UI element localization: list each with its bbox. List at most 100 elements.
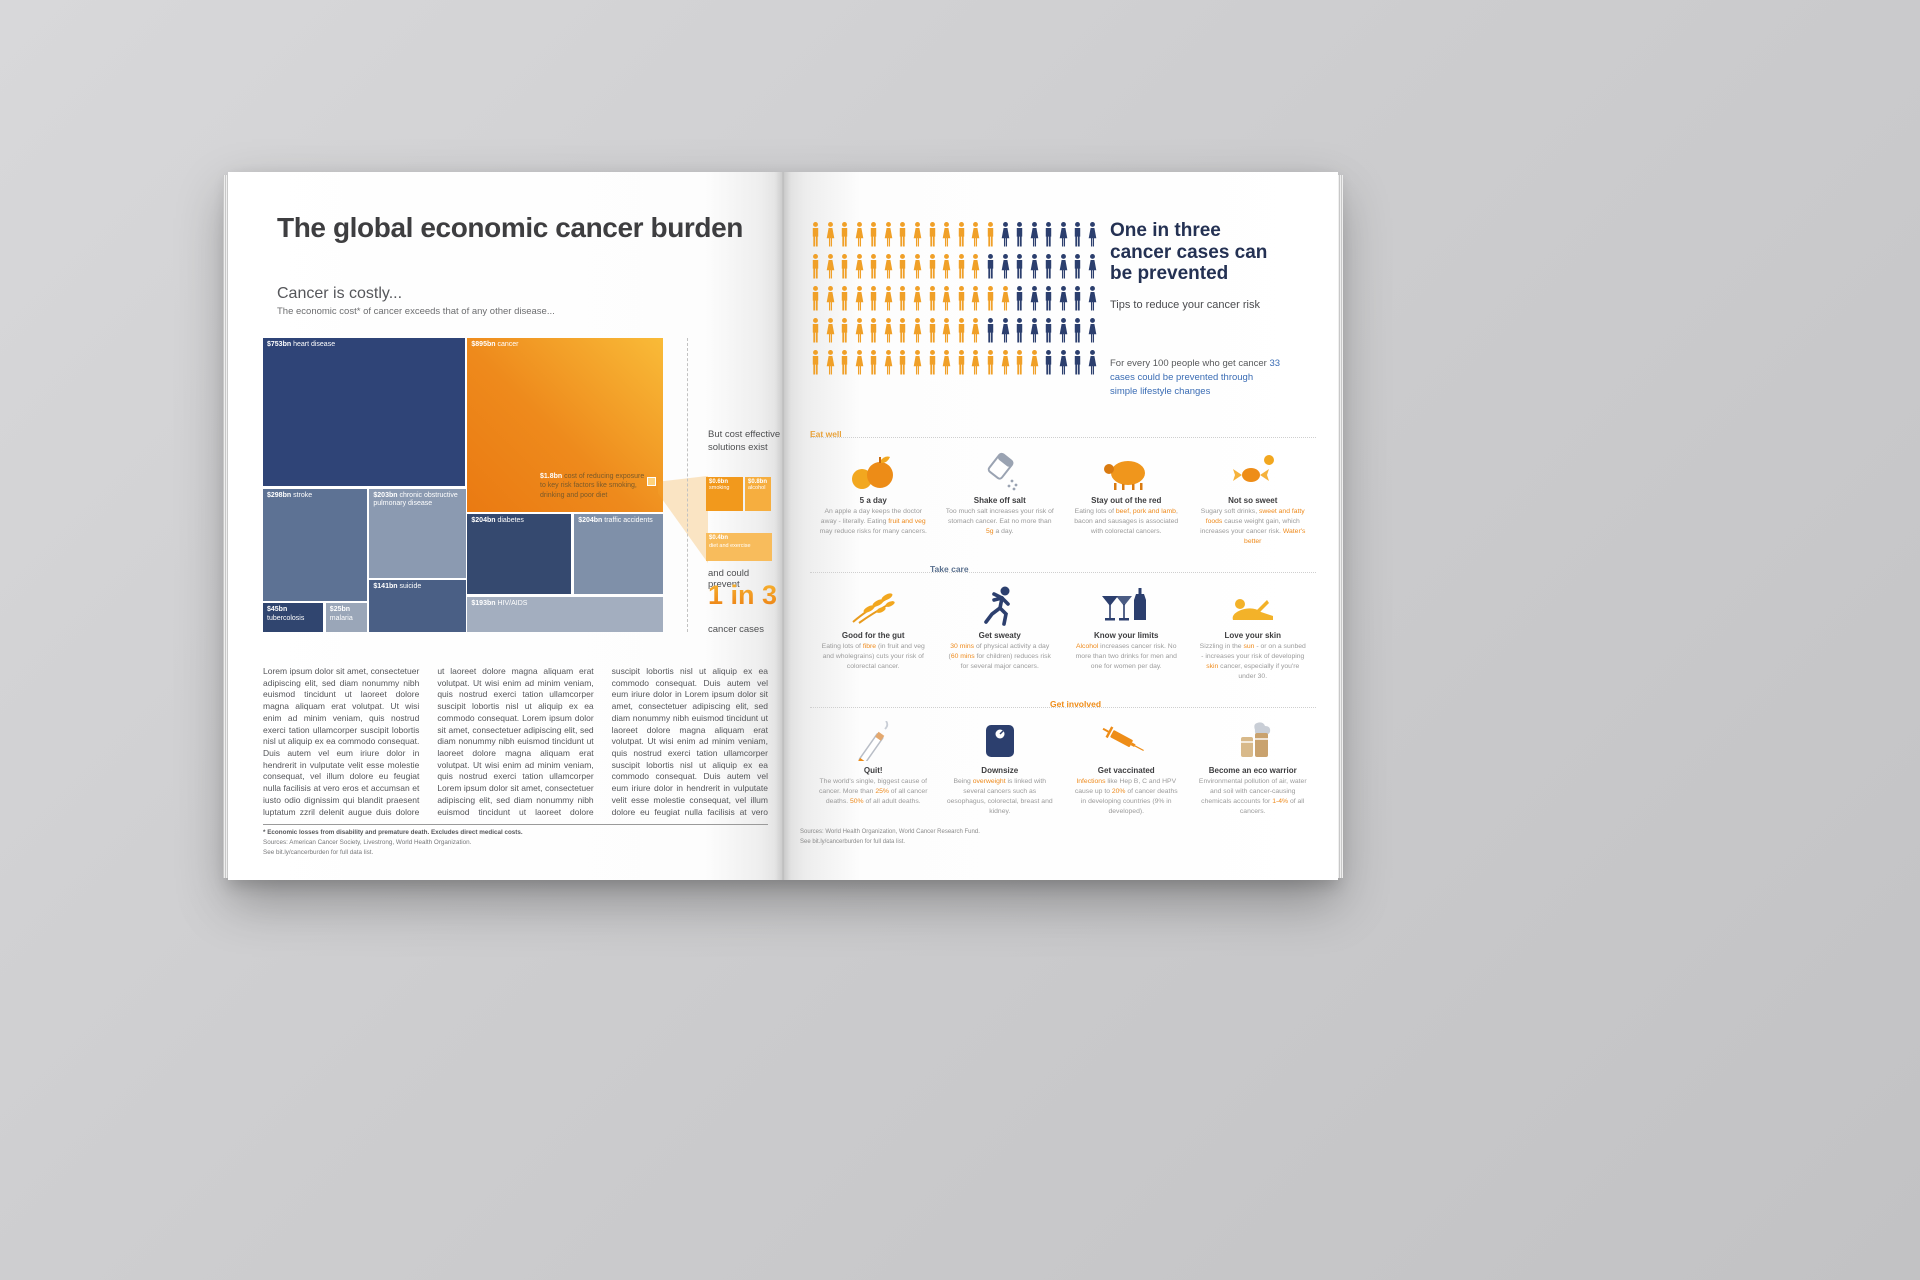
person-man-icon [868,254,879,279]
tip-item: Stay out of the red Eating lots of beef, … [1063,438,1190,549]
person-man-icon [985,254,996,279]
person-woman-icon [970,222,981,247]
treemap-block-chronic-obstructive-pulmonary-disease: $203bn chronic obstructive pulmonary dis… [369,488,467,578]
person-man-icon [810,286,821,311]
person-woman-icon [854,254,865,279]
person-woman-icon [1087,286,1098,311]
tip-section-get-involved: Get involved Quit! The world's single, big… [810,694,1316,819]
person-woman-icon [1087,350,1098,375]
pictogram-row [810,350,1098,375]
tip-item: Love your skin Sizzling in the sun - or o… [1190,573,1317,684]
one-in-three-stat: 1 in 3 [708,580,778,610]
treemap-block-suicide: $141bn suicide [369,580,467,632]
person-woman-icon [1058,254,1069,279]
person-man-icon [810,350,821,375]
person-woman-icon [970,286,981,311]
tip-title: Know your limits [1094,631,1159,640]
person-man-icon [956,350,967,375]
person-woman-icon [1000,350,1011,375]
person-man-icon [956,286,967,311]
person-man-icon [927,318,938,343]
cancer-cases-label: cancer cases [708,624,764,635]
person-man-icon [927,286,938,311]
divider-dashed [687,338,688,632]
person-man-icon [985,318,996,343]
person-man-icon [868,222,879,247]
tip-title: 5 a day [859,496,887,505]
person-man-icon [956,318,967,343]
person-woman-icon [1087,254,1098,279]
tip-title: Quit! [863,766,883,775]
person-man-icon [810,318,821,343]
tip-description: Being overweight is linked with several … [946,778,1053,815]
person-woman-icon [912,286,923,311]
box-value: $0.8bn [748,479,768,485]
person-woman-icon [883,318,894,343]
tip-description: Too much salt increases your risk of sto… [945,508,1054,535]
tip-item: Get sweaty 30 mins of physical activity a… [937,573,1064,684]
person-woman-icon [941,286,952,311]
tip-description: Eating lots of beef, pork and lamb, baco… [1074,508,1179,535]
person-woman-icon [1029,254,1040,279]
treemap-block-diabetes: $204bn diabetes [467,514,572,595]
fruit-icon [819,447,928,491]
tip-section-header: Eat well [810,424,1316,439]
person-man-icon [868,350,879,375]
person-woman-icon [1087,222,1098,247]
person-woman-icon [1058,286,1069,311]
prevent-lead: and could prevent [708,568,750,590]
tips-sections: Eat well 5 a day An apple a day keeps the … [810,424,1316,829]
intro-subheading: The economic cost* of cancer exceeds tha… [277,306,555,317]
person-woman-icon [912,254,923,279]
person-man-icon [897,254,908,279]
wheat-icon [819,582,928,626]
body-column: Lorem ipsum dolor sit amet, consectetuer… [263,666,420,817]
treemap-block-hiv-aids: $193bn HIV/AIDS [467,596,663,632]
tip-title: Stay out of the red [1091,496,1162,505]
tip-title: Downsize [981,766,1019,775]
right-page: One in three cancer cases can be prevent… [783,172,1338,880]
person-man-icon [1014,318,1025,343]
syringe-icon [1072,717,1181,761]
salt-shaker-icon [946,447,1055,491]
person-woman-icon [825,350,836,375]
right-footnote: Sources: World Health Organization, Worl… [800,829,980,845]
person-woman-icon [883,254,894,279]
person-woman-icon [1000,286,1011,311]
tip-item: Not so sweet Sugary soft drinks, sweet an… [1190,438,1317,549]
box-label: diet and exercise [709,543,751,549]
person-woman-icon [1000,318,1011,343]
person-man-icon [985,222,996,247]
tip-description: Sugary soft drinks, sweet and fatty food… [1200,508,1306,545]
intro-heading: Cancer is costly... [277,285,403,302]
person-man-icon [1072,254,1083,279]
tip-item: Quit! The world's single, biggest cause o… [810,708,937,819]
section-label: Take care [930,564,969,574]
box-value: $0.4bn [709,535,729,541]
body-text: Lorem ipsum dolor sit amet, consectetuer… [263,666,768,818]
person-man-icon [985,286,996,311]
annotation-square [647,477,656,486]
pollution-icon [1199,717,1308,761]
treemap-block-heart-disease: $753bn heart disease [263,338,465,487]
person-woman-icon [1058,350,1069,375]
tip-description: Alcohol increases cancer risk. No more t… [1075,643,1177,670]
person-woman-icon [941,254,952,279]
person-woman-icon [825,318,836,343]
person-man-icon [1043,286,1054,311]
person-man-icon [1043,318,1054,343]
scale-icon [946,717,1055,761]
person-woman-icon [825,286,836,311]
treemap-block-traffic-accidents: $204bn traffic accidents [574,514,663,595]
person-woman-icon [1029,222,1040,247]
person-man-icon [897,222,908,247]
tip-item: Good for the gut Eating lots of fibre (in… [810,573,937,684]
tip-description: 30 mins of physical activity a day (60 m… [948,643,1051,670]
tip-item: Shake off salt Too much salt increases yo… [937,438,1064,549]
person-woman-icon [1000,222,1011,247]
person-woman-icon [883,222,894,247]
tip-section-take-care: Take care Good for the gut Eating lots of … [810,559,1316,684]
cigarette-icon [819,717,928,761]
person-woman-icon [912,318,923,343]
